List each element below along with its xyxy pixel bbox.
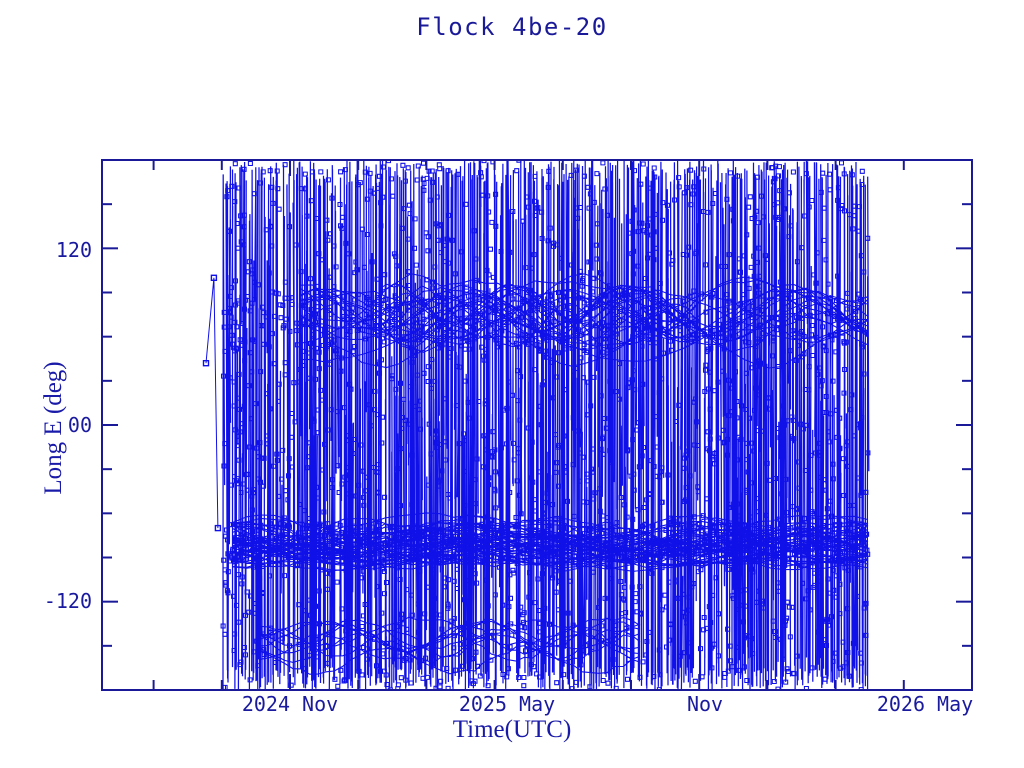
page-title: Flock 4be-20 <box>416 13 608 41</box>
x-tick-label: 2025 May <box>458 692 556 716</box>
y-tick-label: 120 <box>55 238 92 262</box>
x-tick-label: 2026 May <box>876 692 974 716</box>
data-series-layer <box>202 160 871 690</box>
x-tick-label: 2024 Nov <box>241 692 339 716</box>
axis-frame <box>101 159 973 691</box>
y-tick-label: 00 <box>67 413 92 437</box>
y-tick-label: -120 <box>43 589 92 613</box>
x-axis-title: Time(UTC) <box>452 716 572 743</box>
x-tick-label: Nov <box>686 692 724 716</box>
